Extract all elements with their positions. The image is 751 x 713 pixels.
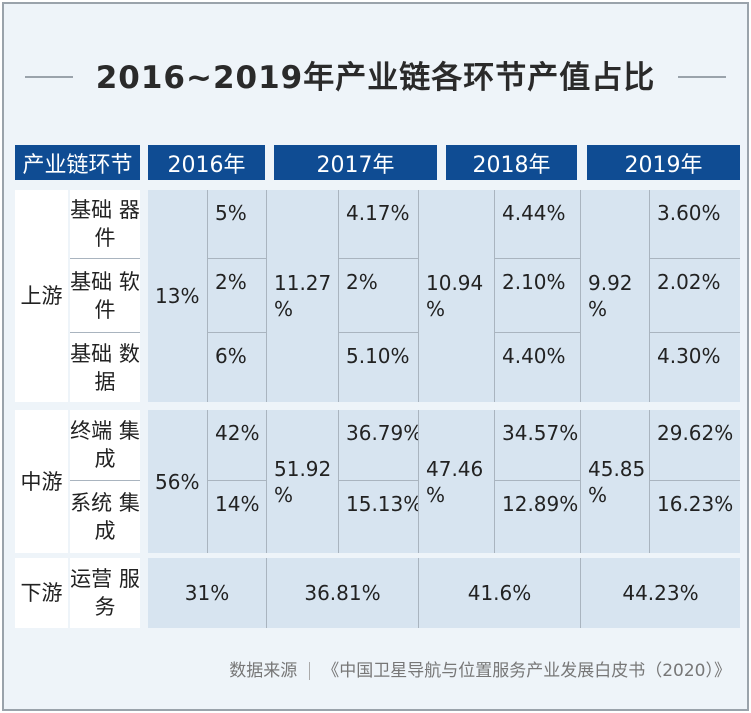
midstream-sub-label: 系统 集成 — [70, 480, 140, 553]
sub-value-cell: 4.40% — [494, 332, 580, 402]
upstream-sub-label: 基础 器件 — [70, 190, 140, 258]
sub-value-cell: 29.62% — [649, 410, 740, 480]
sub-value-cell: 2% — [207, 258, 266, 332]
source-note: 数据来源 《中国卫星导航与位置服务产业发展白皮书（2020）》 — [229, 656, 731, 681]
sub-value-cell: 2.10% — [494, 258, 580, 332]
header-2017: 2017年 — [274, 145, 437, 180]
header-2019: 2019年 — [587, 145, 740, 180]
source-text: 《中国卫星导航与位置服务产业发展白皮书（2020）》 — [322, 661, 731, 681]
sub-value-cell: 34.57% — [494, 410, 580, 480]
upstream-label: 上游 — [15, 190, 68, 402]
total-value-cell: 45.85 % — [580, 410, 649, 553]
sub-value-cell: 36.79% — [338, 410, 422, 480]
total-value-cell: 13% — [148, 190, 207, 402]
upstream-sub-label: 基础 数据 — [70, 332, 140, 402]
downstream-label: 下游 — [15, 558, 68, 628]
sub-value-cell: 42% — [207, 410, 266, 480]
downstream-value-cell: 44.23% — [580, 558, 740, 628]
downstream-value-cell: 36.81% — [266, 558, 418, 628]
sub-value-cell: 5% — [207, 190, 266, 258]
sub-value-cell: 3.60% — [649, 190, 740, 258]
page-title: 2016~2019年产业链各环节产值占比 — [95, 60, 656, 96]
sub-value-cell: 4.44% — [494, 190, 580, 258]
total-value-cell: 10.94 % — [418, 190, 494, 402]
title-rule-right — [678, 76, 726, 78]
sub-value-cell: 14% — [207, 480, 266, 553]
sub-value-cell: 6% — [207, 332, 266, 402]
downstream-value-cell: 31% — [148, 558, 266, 628]
sub-value-cell: 12.89% — [494, 480, 580, 553]
sub-value-cell: 16.23% — [649, 480, 740, 553]
source-label: 数据来源 — [229, 661, 298, 681]
upstream-sub-label: 基础 软件 — [70, 258, 140, 332]
header-2018: 2018年 — [446, 145, 577, 180]
total-value-cell: 56% — [148, 410, 207, 553]
total-value-cell: 11.27 % — [266, 190, 338, 402]
total-value-cell: 51.92 % — [266, 410, 338, 553]
total-value-cell: 47.46 % — [418, 410, 494, 553]
sub-value-cell: 15.13% — [338, 480, 422, 553]
total-value-cell: 9.92 % — [580, 190, 649, 402]
sub-value-cell: 2.02% — [649, 258, 740, 332]
sub-value-cell: 2% — [338, 258, 418, 332]
sub-value-cell: 4.17% — [338, 190, 418, 258]
header-chain: 产业链环节 — [15, 145, 140, 180]
downstream-sub-label: 运营 服务 — [70, 558, 140, 628]
header-2016: 2016年 — [148, 145, 265, 180]
sub-value-cell: 5.10% — [338, 332, 418, 402]
midstream-label: 中游 — [15, 410, 68, 553]
downstream-value-cell: 41.6% — [418, 558, 580, 628]
sub-value-cell: 4.30% — [649, 332, 740, 402]
title-rule-left — [25, 76, 73, 78]
midstream-sub-label: 终端 集成 — [70, 410, 140, 480]
